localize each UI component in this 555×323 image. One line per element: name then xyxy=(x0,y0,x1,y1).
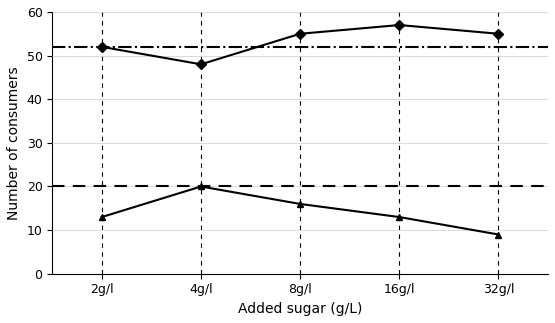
X-axis label: Added sugar (g/L): Added sugar (g/L) xyxy=(238,302,362,316)
Y-axis label: Number of consumers: Number of consumers xyxy=(7,66,21,220)
